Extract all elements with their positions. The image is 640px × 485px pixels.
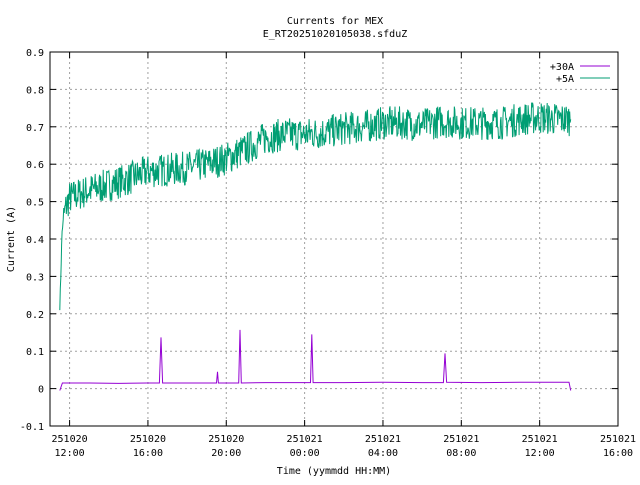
y-tick-label: 0.8 bbox=[26, 85, 44, 96]
x-tick-label-date: 251020 bbox=[208, 434, 244, 445]
y-tick-label: 0.3 bbox=[26, 272, 44, 283]
x-tick-label-date: 251021 bbox=[600, 434, 636, 445]
x-tick-labels: 251020 12:00 251020 16:00 251020 20:00 251021 0… bbox=[52, 434, 637, 459]
x-axis-label: Time (yymmdd HH:MM) bbox=[277, 466, 391, 477]
x-tick-label-time: 04:00 bbox=[368, 448, 398, 459]
y-axis-label: Current (A) bbox=[6, 206, 17, 272]
x-tick-label-date: 251021 bbox=[522, 434, 558, 445]
y-tick-label: 0 bbox=[38, 385, 44, 396]
x-tick-label-time: 12:00 bbox=[525, 448, 555, 459]
y-tick-label: -0.1 bbox=[20, 422, 44, 433]
y-tick-label: 0.9 bbox=[26, 48, 44, 59]
x-tick-label-date: 251021 bbox=[443, 434, 479, 445]
y-tick-label: 0.6 bbox=[26, 160, 44, 171]
series-line-plus30a bbox=[59, 329, 572, 391]
grid-lines bbox=[50, 52, 618, 426]
y-tick-labels: -0.1 0 0.1 0.2 0.3 0.4 0.5 0.6 0.7 0.8 0.9 bbox=[20, 48, 44, 433]
chart-subtitle: E_RT20251020105038.sfduZ bbox=[263, 29, 408, 40]
x-tick-label-time: 16:00 bbox=[133, 448, 163, 459]
x-tick-label-date: 251021 bbox=[365, 434, 401, 445]
legend-label: +30A bbox=[550, 62, 574, 73]
x-tick-label-time: 12:00 bbox=[55, 448, 85, 459]
y-tick-label: 0.5 bbox=[26, 198, 44, 209]
x-tick-label-date: 251020 bbox=[130, 434, 166, 445]
x-tick-label-time: 00:00 bbox=[290, 448, 320, 459]
series-line-plus5a bbox=[59, 102, 572, 311]
y-tick-label: 0.7 bbox=[26, 123, 44, 134]
legend: +30A+5A bbox=[550, 62, 610, 85]
x-tick-label-date: 251020 bbox=[52, 434, 88, 445]
y-tick-label: 0.2 bbox=[26, 310, 44, 321]
x-tick-label-date: 251021 bbox=[287, 434, 323, 445]
chart-title: Currents for MEX bbox=[287, 16, 383, 27]
plot-frame bbox=[49, 51, 619, 427]
legend-label: +5A bbox=[556, 74, 574, 85]
x-tick-label-time: 20:00 bbox=[211, 448, 241, 459]
y-tick-label: 0.4 bbox=[26, 235, 44, 246]
series-lines bbox=[59, 102, 572, 391]
y-tick-label: 0.1 bbox=[26, 347, 44, 358]
x-tick-label-time: 16:00 bbox=[603, 448, 633, 459]
x-tick-label-time: 08:00 bbox=[446, 448, 476, 459]
